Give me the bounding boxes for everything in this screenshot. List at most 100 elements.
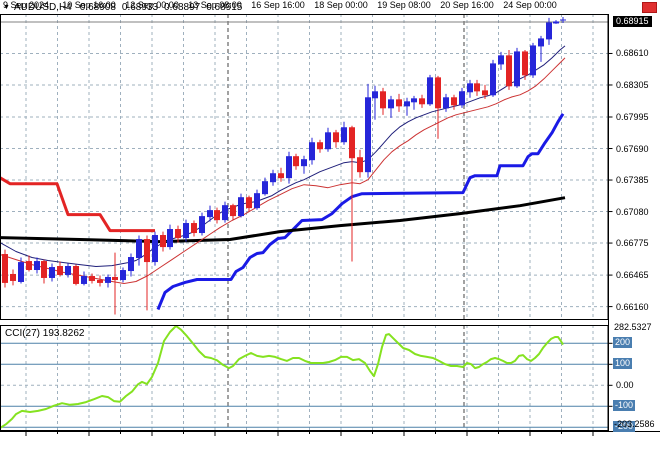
- candle-body-down: [246, 197, 252, 209]
- candle-body-up: [546, 22, 552, 40]
- candle-body-up: [459, 91, 465, 106]
- candle-body-up: [167, 229, 173, 248]
- candle-body-down: [506, 55, 512, 87]
- candle-body-up: [388, 99, 394, 109]
- candle-body-down: [474, 83, 480, 92]
- candle-body-up: [404, 101, 410, 107]
- trailing-stop-line-blue: [156, 113, 565, 311]
- candle-body-up: [152, 235, 158, 263]
- cci-max-label: 282.5327: [614, 321, 652, 332]
- candle-body-down: [451, 97, 457, 106]
- candle-body-up: [301, 159, 307, 167]
- candle-body-down: [419, 98, 425, 105]
- candle-body-up: [411, 98, 417, 103]
- candle-body-down: [73, 266, 79, 284]
- candle-body-up: [222, 205, 228, 221]
- high-quote: 0.68933: [121, 1, 159, 13]
- candle-body-down: [41, 261, 47, 278]
- cci-level-badge: -200: [613, 421, 636, 433]
- candle-body-up: [372, 91, 378, 99]
- price-axis-label: 0.67690: [616, 143, 649, 154]
- cci-series-line: [0, 325, 564, 429]
- time-axis-label: 19 Sep 08:00: [377, 0, 431, 10]
- candle-body-up: [136, 239, 142, 259]
- open-quote: 0.68908: [79, 1, 116, 13]
- candle-body-down: [278, 173, 284, 179]
- candle-body-up: [365, 97, 371, 173]
- candle-body-up: [199, 216, 205, 234]
- time-axis-label: 9 Sep 2024: [2, 0, 50, 10]
- candle-body-down: [396, 99, 402, 107]
- cci-indicator-label: CCI(27) 193.8262: [5, 328, 85, 339]
- candle-body-up: [514, 51, 520, 87]
- candle-body-up: [262, 181, 268, 195]
- candle-body-down: [317, 142, 323, 150]
- candle-body-up: [467, 83, 473, 93]
- candle-body-up: [254, 193, 260, 209]
- price-axis-label: 0.66465: [616, 270, 649, 281]
- candle-body-up: [81, 276, 87, 284]
- candle-body-down: [2, 254, 8, 283]
- cci-min-label: -203.2586: [614, 419, 655, 430]
- candle-body-up: [530, 45, 536, 76]
- candle-body-up: [325, 132, 331, 150]
- candle-body-down: [435, 77, 441, 109]
- candle-body-down: [357, 157, 363, 173]
- candle-body-up: [183, 223, 189, 239]
- candle-body-down: [349, 127, 355, 159]
- price-axis-label: 0.67995: [616, 112, 649, 122]
- candle-body-down: [293, 156, 299, 167]
- candle-body-down: [482, 90, 488, 96]
- candle-body-up: [341, 127, 347, 143]
- candle-body-up: [443, 97, 449, 109]
- long-moving-average-line: [0, 196, 566, 244]
- candle-body-down: [160, 235, 166, 248]
- time-axis-label: 16 Sep 16:00: [251, 0, 305, 10]
- candle-body-down: [26, 261, 32, 271]
- price-axis-label: 0.67080: [616, 206, 649, 217]
- time-axis-label: 12 Sep 00:00: [125, 0, 179, 10]
- candle-body-up: [128, 257, 134, 272]
- time-axis-label: 10 Sep 16:00: [62, 0, 116, 10]
- slow-moving-average-line: [0, 57, 566, 284]
- time-axis-label: 13 Sep 08:00: [188, 0, 242, 10]
- candle-body-up: [207, 210, 213, 218]
- cci-level-badge: -100: [613, 400, 636, 412]
- candle-body-down: [10, 273, 16, 281]
- cci-zero-label: 0.00: [616, 380, 634, 391]
- chart-title-bar: ▼ AUDUSD,H4 0.68908 0.68933 0.68897 0.68…: [0, 0, 608, 14]
- time-axis-label: 24 Sep 00:00: [503, 0, 557, 10]
- close-icon[interactable]: [642, 2, 657, 13]
- trailing-stop-line-red: [0, 176, 155, 233]
- cci-pane-border: [0, 325, 609, 431]
- candle-body-down: [230, 205, 236, 217]
- candle-body-down: [144, 239, 150, 263]
- candle-body-up: [34, 261, 40, 271]
- candle-body-down: [191, 223, 197, 234]
- fast-moving-average-line: [0, 45, 566, 267]
- candle-body-down: [380, 91, 386, 109]
- candle-body-up: [538, 38, 544, 47]
- close-quote: 0.68915: [206, 1, 243, 13]
- price-axis-label: 0.66160: [616, 301, 649, 312]
- chevron-down-icon[interactable]: ▼: [3, 3, 10, 11]
- candle-body-up: [105, 276, 111, 283]
- low-quote: 0.68897: [164, 1, 201, 13]
- candle-body-up: [498, 55, 504, 65]
- candle-body-down: [522, 51, 528, 76]
- candle-body-up: [427, 77, 433, 105]
- candle-body-up: [18, 262, 24, 282]
- candle-body-down: [57, 266, 63, 275]
- candle-body-up: [49, 267, 55, 278]
- cci-level-badge: 100: [613, 358, 633, 370]
- candle-body-up: [553, 21, 559, 24]
- candle-body-up: [490, 63, 496, 96]
- time-axis-label: 20 Sep 16:00: [440, 0, 494, 10]
- time-axis-label: 18 Sep 00:00: [314, 0, 368, 10]
- price-axis-label: 0.66775: [616, 238, 649, 249]
- candle-body-down: [97, 279, 103, 283]
- candle-body-down: [112, 276, 118, 281]
- price-axis-label: 0.68305: [616, 79, 649, 90]
